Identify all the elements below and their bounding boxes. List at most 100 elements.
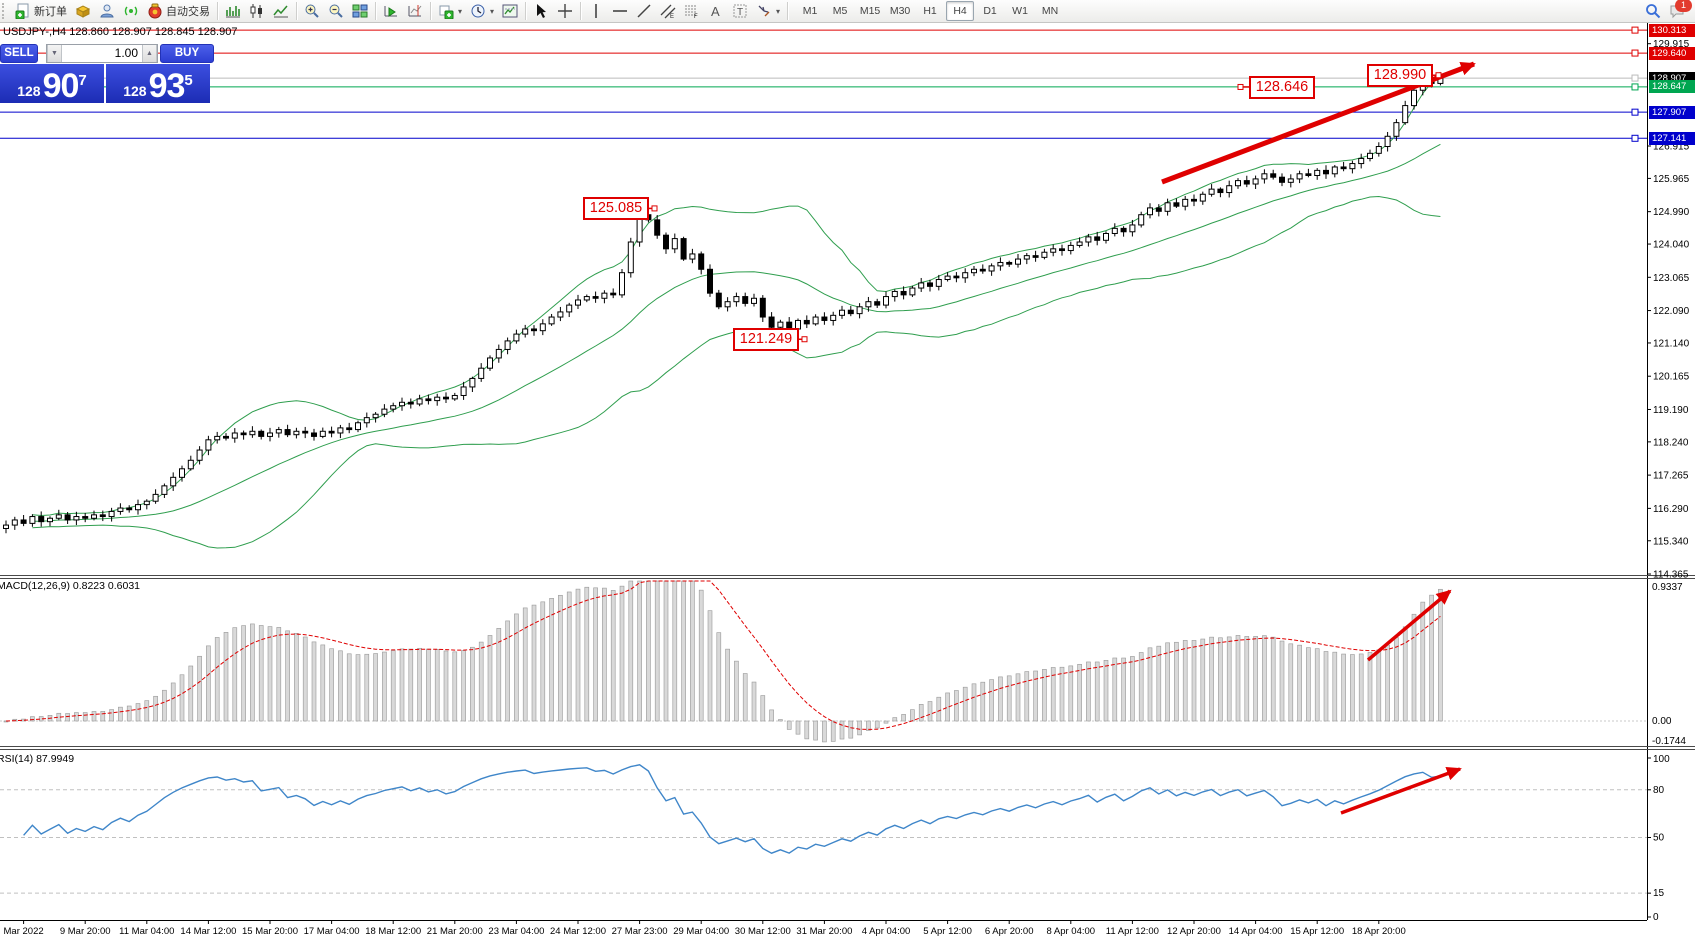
candle-body: [733, 296, 740, 303]
templates-button[interactable]: [498, 0, 522, 22]
volume-input[interactable]: 1.00: [114, 46, 138, 60]
date-label: 8 Apr 04:00: [1046, 926, 1095, 937]
macd-bar: [1147, 647, 1153, 722]
periods-button[interactable]: ▾: [466, 0, 498, 22]
horizontal-line-tool-button[interactable]: [608, 0, 632, 22]
macd-bar: [769, 709, 774, 722]
auto-trading-button[interactable]: 自动交易: [143, 0, 214, 22]
macd-bar: [1297, 644, 1302, 722]
chart-shift-button[interactable]: [403, 0, 427, 22]
indicators-plus-icon: [439, 5, 454, 19]
macd-bar: [593, 587, 598, 722]
text-tool-button[interactable]: A: [704, 0, 728, 22]
macd-layer: [0, 580, 1647, 743]
notifications-button[interactable]: 1: [1669, 0, 1692, 19]
candlestick-chart-button[interactable]: [245, 0, 269, 22]
price-line-marker[interactable]: [1631, 26, 1639, 34]
sell-price-display[interactable]: 128 90 7: [0, 64, 104, 103]
timeframe-button-h1[interactable]: H1: [923, 5, 937, 17]
candle-body: [1015, 258, 1021, 265]
toolbar-right-group: 1: [1645, 0, 1695, 19]
cursor-tool-button[interactable]: [529, 0, 553, 22]
price-annotation-125.085[interactable]: 125.085: [583, 197, 649, 221]
trendline-tool-button[interactable]: [632, 0, 656, 22]
timeframe-button-m5[interactable]: M5: [832, 5, 848, 17]
candle-body: [425, 398, 432, 402]
candle-body: [38, 516, 45, 523]
date-label: 17 Mar 04:00: [304, 926, 360, 937]
timeframe-button-mn[interactable]: MN: [1041, 5, 1059, 17]
line-chart-button[interactable]: [269, 0, 293, 22]
arrows-tool-button[interactable]: ▾: [752, 0, 784, 22]
candle-body: [3, 524, 9, 529]
channel-tool-button[interactable]: E: [656, 0, 680, 22]
macd-bar: [294, 633, 299, 722]
buy-button[interactable]: BUY: [160, 44, 214, 63]
macd-bar: [1438, 588, 1443, 722]
price-line-marker[interactable]: [1631, 83, 1639, 91]
zoom-in-button[interactable]: [300, 0, 324, 22]
candle-body: [1023, 255, 1030, 260]
macd-bar: [426, 648, 431, 722]
macd-bar: [654, 580, 660, 722]
search-icon[interactable]: [1645, 3, 1661, 19]
charts-button[interactable]: [71, 0, 95, 22]
timeframe-button-d1[interactable]: D1: [983, 5, 997, 17]
timeframe-button-m1[interactable]: M1: [802, 5, 818, 17]
volume-decrease-button[interactable]: ▼: [47, 45, 62, 62]
sell-button[interactable]: SELL: [0, 44, 38, 63]
price-annotation-128.646[interactable]: 128.646: [1249, 75, 1315, 99]
signals-button[interactable]: [119, 0, 143, 22]
macd-bar: [1200, 638, 1206, 722]
price-line-marker[interactable]: [1631, 49, 1639, 57]
macd-bar: [1130, 656, 1135, 722]
new-order-button[interactable]: 新订单: [11, 0, 71, 22]
macd-bar: [918, 704, 924, 722]
candle-body: [126, 507, 133, 511]
auto-scroll-button[interactable]: [379, 0, 403, 22]
volume-increase-button[interactable]: ▲: [142, 45, 157, 62]
candle-body: [416, 398, 423, 405]
macd-bar: [522, 607, 528, 722]
timeframe-button-w1[interactable]: W1: [1012, 5, 1028, 17]
timeframe-button-m30[interactable]: M30: [889, 5, 911, 17]
tile-windows-button[interactable]: [348, 0, 372, 22]
gold-box-icon: [75, 5, 91, 18]
macd-bar: [241, 625, 246, 722]
price-annotation-121.249[interactable]: 121.249: [733, 328, 799, 352]
vertical-line-tool-button[interactable]: [584, 0, 608, 22]
price-annotation-128.990[interactable]: 128.990: [1367, 64, 1433, 88]
candle-body: [390, 405, 397, 410]
indicators-button[interactable]: ▾: [434, 0, 466, 22]
trend-arrow[interactable]: [1366, 589, 1452, 662]
new-order-icon: [15, 3, 29, 19]
toolbar-separator: [430, 2, 431, 20]
price-line-marker[interactable]: [1631, 134, 1639, 142]
macd-bar: [1235, 635, 1241, 722]
price-tick-label: 114.365: [1653, 570, 1689, 581]
fibonacci-tool-button[interactable]: F: [680, 0, 704, 22]
new-order-label: 新订单: [34, 6, 67, 18]
trend-arrow[interactable]: [1340, 766, 1462, 815]
candle-body: [214, 435, 221, 441]
zoom-out-button[interactable]: [324, 0, 348, 22]
text-label-tool-button[interactable]: T: [728, 0, 752, 22]
crosshair-icon: [558, 4, 573, 18]
crosshair-tool-button[interactable]: [553, 0, 577, 22]
timeframe-button-h4[interactable]: H4: [946, 1, 975, 21]
bar-chart-button[interactable]: [221, 0, 245, 22]
profile-button[interactable]: [95, 0, 119, 22]
price-line-marker[interactable]: [1631, 108, 1639, 116]
buy-price-display[interactable]: 128 93 5: [106, 64, 210, 103]
timeframe-button-m15[interactable]: M15: [859, 5, 881, 17]
bar-chart-icon: [226, 6, 240, 18]
price-line-marker[interactable]: [1631, 74, 1639, 82]
candle-body: [1349, 163, 1356, 170]
toolbar-separator: [525, 2, 527, 20]
candle-body: [108, 510, 115, 518]
toolbar: 新订单 自动交易 ▾ ▾: [0, 0, 1695, 23]
price-tick-label: 122.090: [1653, 306, 1690, 317]
candle-body: [601, 292, 608, 299]
macd-bar: [1024, 671, 1030, 722]
